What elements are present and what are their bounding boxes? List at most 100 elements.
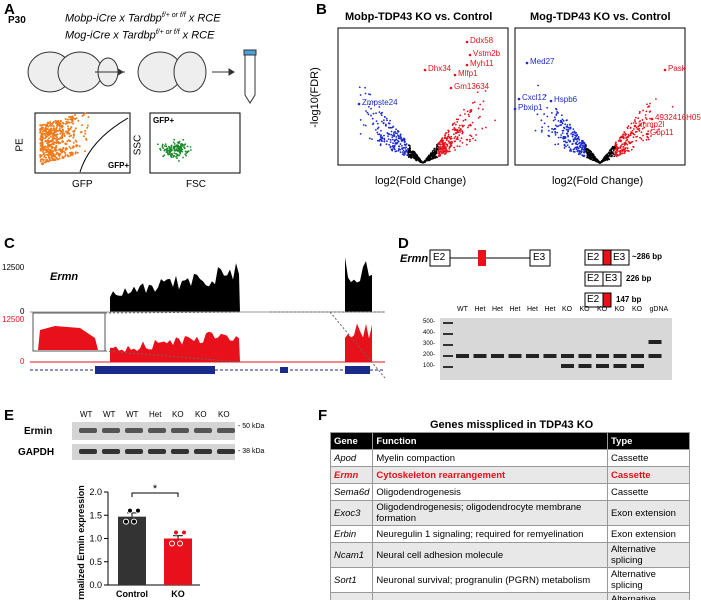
lane-label: WT [126, 410, 139, 419]
band [148, 428, 166, 433]
dot [572, 128, 575, 131]
dot [576, 140, 579, 143]
dot [578, 151, 581, 154]
dot [436, 148, 439, 150]
panel-label: D [398, 235, 409, 252]
dot [68, 145, 71, 148]
dot [395, 138, 398, 141]
cross-right: x RCE [185, 12, 221, 25]
dot [563, 137, 565, 140]
dot [649, 117, 651, 120]
dot [64, 152, 67, 155]
table-cell: Apod [329, 449, 374, 467]
blot-bands [79, 428, 235, 454]
dot [638, 129, 641, 132]
dot [456, 120, 459, 123]
band [443, 344, 453, 346]
dot [454, 149, 457, 151]
gene-label: Ddx58 [470, 36, 494, 45]
dot [456, 131, 459, 134]
dot [465, 40, 469, 44]
dot [454, 123, 457, 126]
lane-label: KO [562, 306, 573, 313]
dot [644, 114, 647, 116]
dot [80, 130, 83, 133]
dot [569, 148, 572, 150]
plot-title: Mog-TDP43 KO vs. Control [530, 11, 671, 23]
dot [564, 123, 567, 126]
band [631, 364, 644, 368]
dot [85, 137, 88, 140]
dot [58, 148, 61, 151]
dot [173, 138, 176, 141]
band [194, 428, 212, 433]
dot [427, 155, 430, 158]
dot [625, 137, 628, 139]
dot [189, 146, 192, 148]
dot [472, 137, 474, 140]
dot [81, 124, 84, 127]
dot [172, 141, 175, 144]
axis-label: log2(Fold Change) [552, 175, 644, 187]
dot [575, 148, 578, 151]
dot [446, 143, 449, 146]
dot [456, 145, 459, 147]
dot [39, 158, 42, 161]
dot [41, 138, 44, 141]
dot [552, 119, 555, 122]
dot [565, 141, 567, 144]
dot [466, 110, 469, 113]
dot [569, 140, 572, 142]
dot [66, 140, 69, 143]
axis-label: GFP [72, 179, 93, 190]
dot [46, 146, 49, 149]
cross: Mobp-iCre x Tardbpf/+ or f/f x RCE [65, 12, 221, 25]
dot [576, 143, 579, 146]
axis-label: SSC [132, 134, 144, 156]
dot [458, 134, 461, 137]
dot [44, 127, 47, 130]
dot [609, 153, 611, 156]
band [473, 354, 487, 358]
dot [636, 127, 639, 130]
dot [458, 126, 460, 129]
dot [650, 117, 654, 121]
cross-sup: f/+ or f/f [155, 29, 180, 36]
dot [166, 147, 169, 150]
dot [405, 150, 408, 153]
dot [626, 138, 629, 141]
dot [456, 136, 459, 139]
exon-label: E3 [605, 273, 618, 284]
dot [456, 129, 459, 132]
dot [469, 134, 471, 137]
lane-label: Het [509, 306, 521, 313]
dot [77, 119, 80, 122]
dot [612, 152, 614, 155]
dot [581, 140, 584, 142]
dot [84, 132, 87, 135]
dot [178, 140, 181, 143]
dot [391, 138, 394, 141]
dot [448, 147, 451, 150]
dot [163, 145, 166, 147]
dot [450, 135, 453, 138]
dot [589, 154, 592, 157]
table-row: Apod Myelin compaction Cassette [329, 449, 691, 467]
exon-label: E3 [533, 252, 546, 263]
y-tick-label: 2.0 [89, 487, 102, 497]
dot [610, 155, 613, 158]
table-cell: Oligodendrogenesis; myelin gene expressi… [372, 592, 608, 600]
band [217, 428, 235, 433]
dot [640, 131, 643, 134]
exon-label: E2 [587, 252, 600, 263]
dot [442, 145, 444, 148]
dot [69, 127, 72, 130]
dot [623, 131, 626, 134]
dot [470, 135, 473, 138]
dot [565, 145, 567, 148]
dot [593, 156, 596, 158]
splice-table: Gene Function Type Apod Myelin compaction Cas… [329, 432, 691, 600]
table-row: Hmgcs1Oligodendrogenesis; myelin gene ex… [329, 592, 691, 600]
x-tick-label: KO [171, 589, 185, 599]
